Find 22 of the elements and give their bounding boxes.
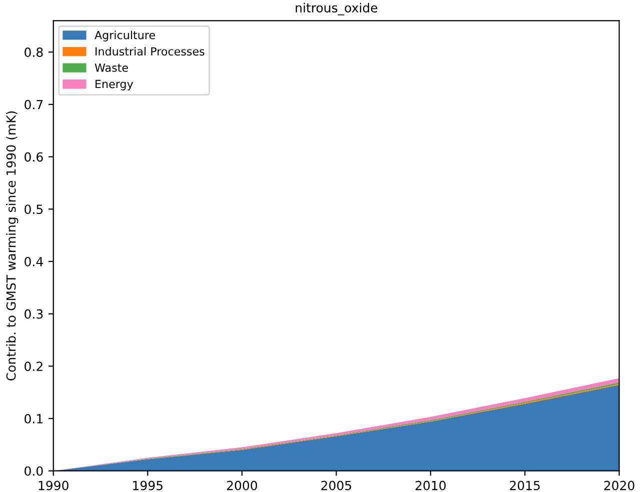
x-tick-label: 2000 — [226, 480, 258, 490]
x-tick-label: 2005 — [321, 480, 352, 490]
y-tick-label: 0.7 — [24, 100, 43, 110]
y-tick-label: 0.6 — [24, 152, 43, 162]
y-axis-title: Contrib. to GMST warming since 1990 (mK) — [6, 111, 18, 380]
y-tick-label: 0.1 — [24, 414, 42, 424]
x-tick-label: 1990 — [38, 480, 68, 490]
y-tick-label: 0.4 — [24, 256, 43, 266]
x-tick-label: 2015 — [510, 480, 540, 490]
legend-label: Energy — [96, 80, 134, 90]
x-tick-label: 1995 — [133, 480, 162, 490]
legend-label: Waste — [94, 64, 128, 72]
y-tick-label: 0.3 — [24, 309, 43, 319]
legend-label: Industrial Processes — [96, 46, 204, 56]
legend-label: Agriculture — [94, 30, 155, 42]
y-tick-label: 0.8 — [24, 48, 43, 57]
y-tick-label: 0.2 — [24, 362, 42, 372]
y-tick-label: 0.0 — [24, 466, 43, 476]
chart-title: nitrous_oxide — [296, 2, 378, 16]
x-tick-label: 2020 — [604, 480, 634, 490]
x-tick-label: 2010 — [416, 480, 446, 490]
y-tick-label: 0.5 — [24, 204, 43, 214]
